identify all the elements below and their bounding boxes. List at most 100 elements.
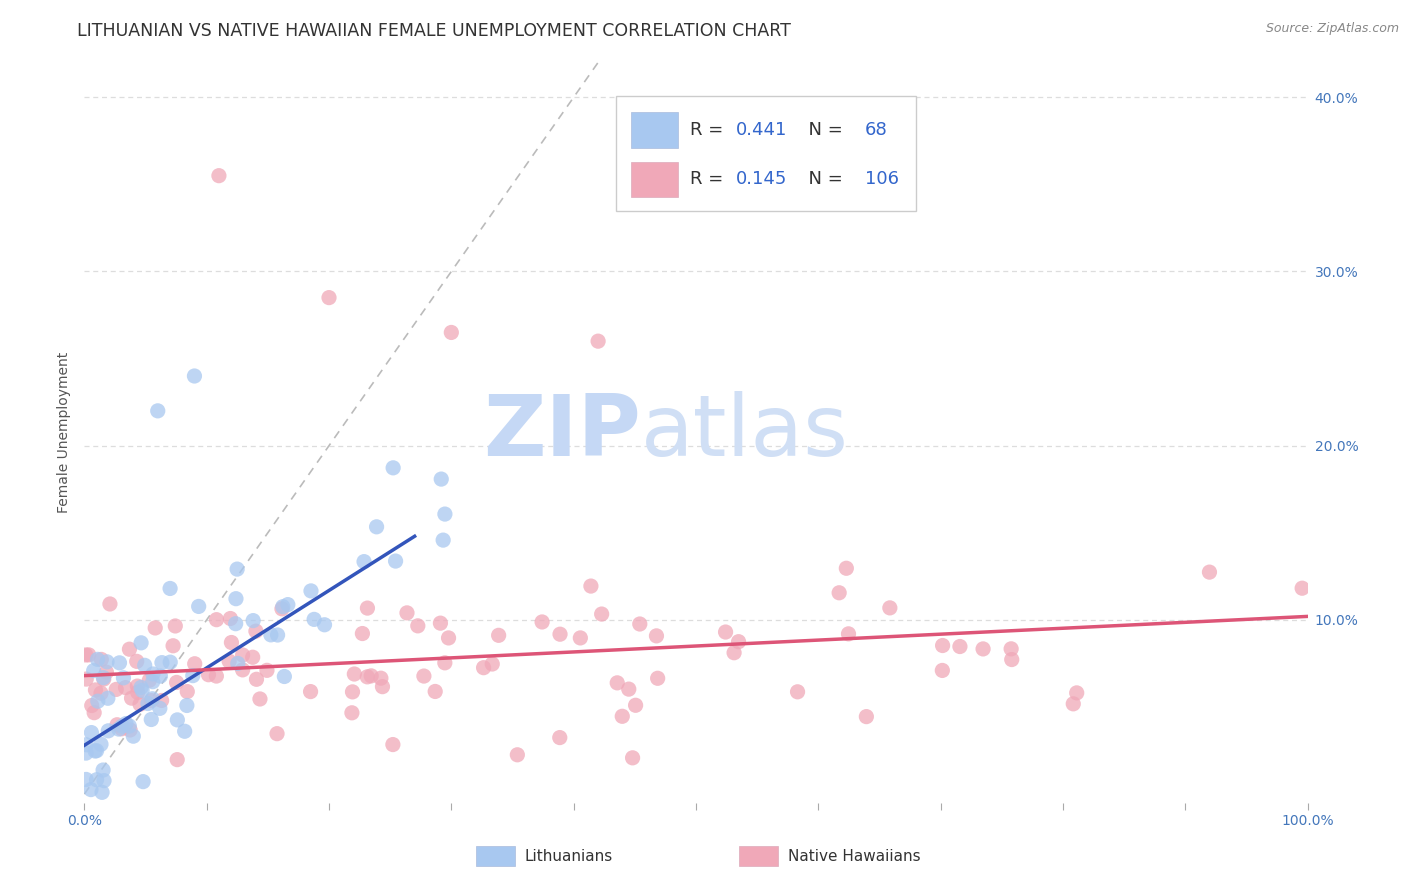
Point [429,616,451,631]
Point [166,753,188,767]
Point [226,562,249,576]
Bar [631,112,678,147]
Point [84,744,107,758]
Point [218,654,240,668]
Point [242,614,264,628]
Point [591,607,613,621]
Point [86,652,108,666]
Point [129,698,152,712]
Point [141,693,163,707]
Text: Native Hawaiians: Native Hawaiians [787,848,921,863]
Point [472,661,495,675]
Point [949,640,972,654]
Point [273,669,295,683]
Point [579,579,602,593]
Point [122,729,145,743]
Point [879,600,901,615]
Point [77,648,100,662]
Point [75,648,97,662]
Text: 0.441: 0.441 [737,120,787,139]
Point [548,627,571,641]
Bar [631,161,678,197]
Point [162,639,184,653]
Point [256,663,278,677]
Point [727,634,749,648]
Point [219,611,242,625]
Point [714,625,737,640]
Point [105,718,128,732]
Point [1000,641,1022,656]
Point [205,669,228,683]
Point [837,627,859,641]
Point [111,719,134,733]
Point [225,616,247,631]
Point [134,658,156,673]
Point [111,722,134,736]
Point [433,656,456,670]
Point [143,621,166,635]
Point [150,693,173,707]
Point [249,692,271,706]
Point [299,684,322,698]
Point [232,648,254,662]
Point [628,617,651,632]
Point [90,652,112,666]
Text: R =: R = [690,120,728,139]
Point [166,713,188,727]
Text: N =: N = [797,170,844,188]
Point [617,682,640,697]
Point [437,631,460,645]
Point [107,722,129,736]
Point [166,675,188,690]
Point [127,679,149,693]
Point [97,723,120,738]
Point [176,684,198,698]
Point [96,655,118,669]
Point [232,663,254,677]
Point [318,291,340,305]
Point [96,665,118,680]
Point [183,657,205,671]
Point [90,686,112,700]
Point [548,731,571,745]
Point [531,615,554,629]
Point [245,624,267,639]
Point [115,716,138,731]
FancyBboxPatch shape [616,95,917,211]
Point [481,657,503,671]
Point [173,724,195,739]
Point [181,668,204,682]
Point [142,674,165,689]
Point [132,774,155,789]
Point [114,681,136,695]
Point [159,582,181,596]
Point [118,642,141,657]
Point [343,667,366,681]
Point [353,555,375,569]
Point [75,672,97,686]
Point [80,698,103,713]
Point [314,617,336,632]
Point [381,738,404,752]
Point [91,785,114,799]
Point [105,682,128,697]
Point [266,726,288,740]
Point [271,599,294,614]
Point [91,763,114,777]
Text: LITHUANIAN VS NATIVE HAWAIIAN FEMALE UNEMPLOYMENT CORRELATION CHART: LITHUANIAN VS NATIVE HAWAIIAN FEMALE UNE… [77,22,792,40]
Point [606,676,628,690]
Point [226,657,249,671]
Text: Source: ZipAtlas.com: Source: ZipAtlas.com [1265,22,1399,36]
Point [1001,652,1024,666]
Point [432,533,454,548]
Text: atlas: atlas [641,391,849,475]
Text: 68: 68 [865,120,887,139]
Point [142,667,165,681]
Point [187,599,209,614]
Point [98,597,121,611]
Y-axis label: Female Unemployment: Female Unemployment [58,352,72,513]
Point [271,602,294,616]
Point [120,723,142,737]
Point [352,626,374,640]
Point [165,619,187,633]
